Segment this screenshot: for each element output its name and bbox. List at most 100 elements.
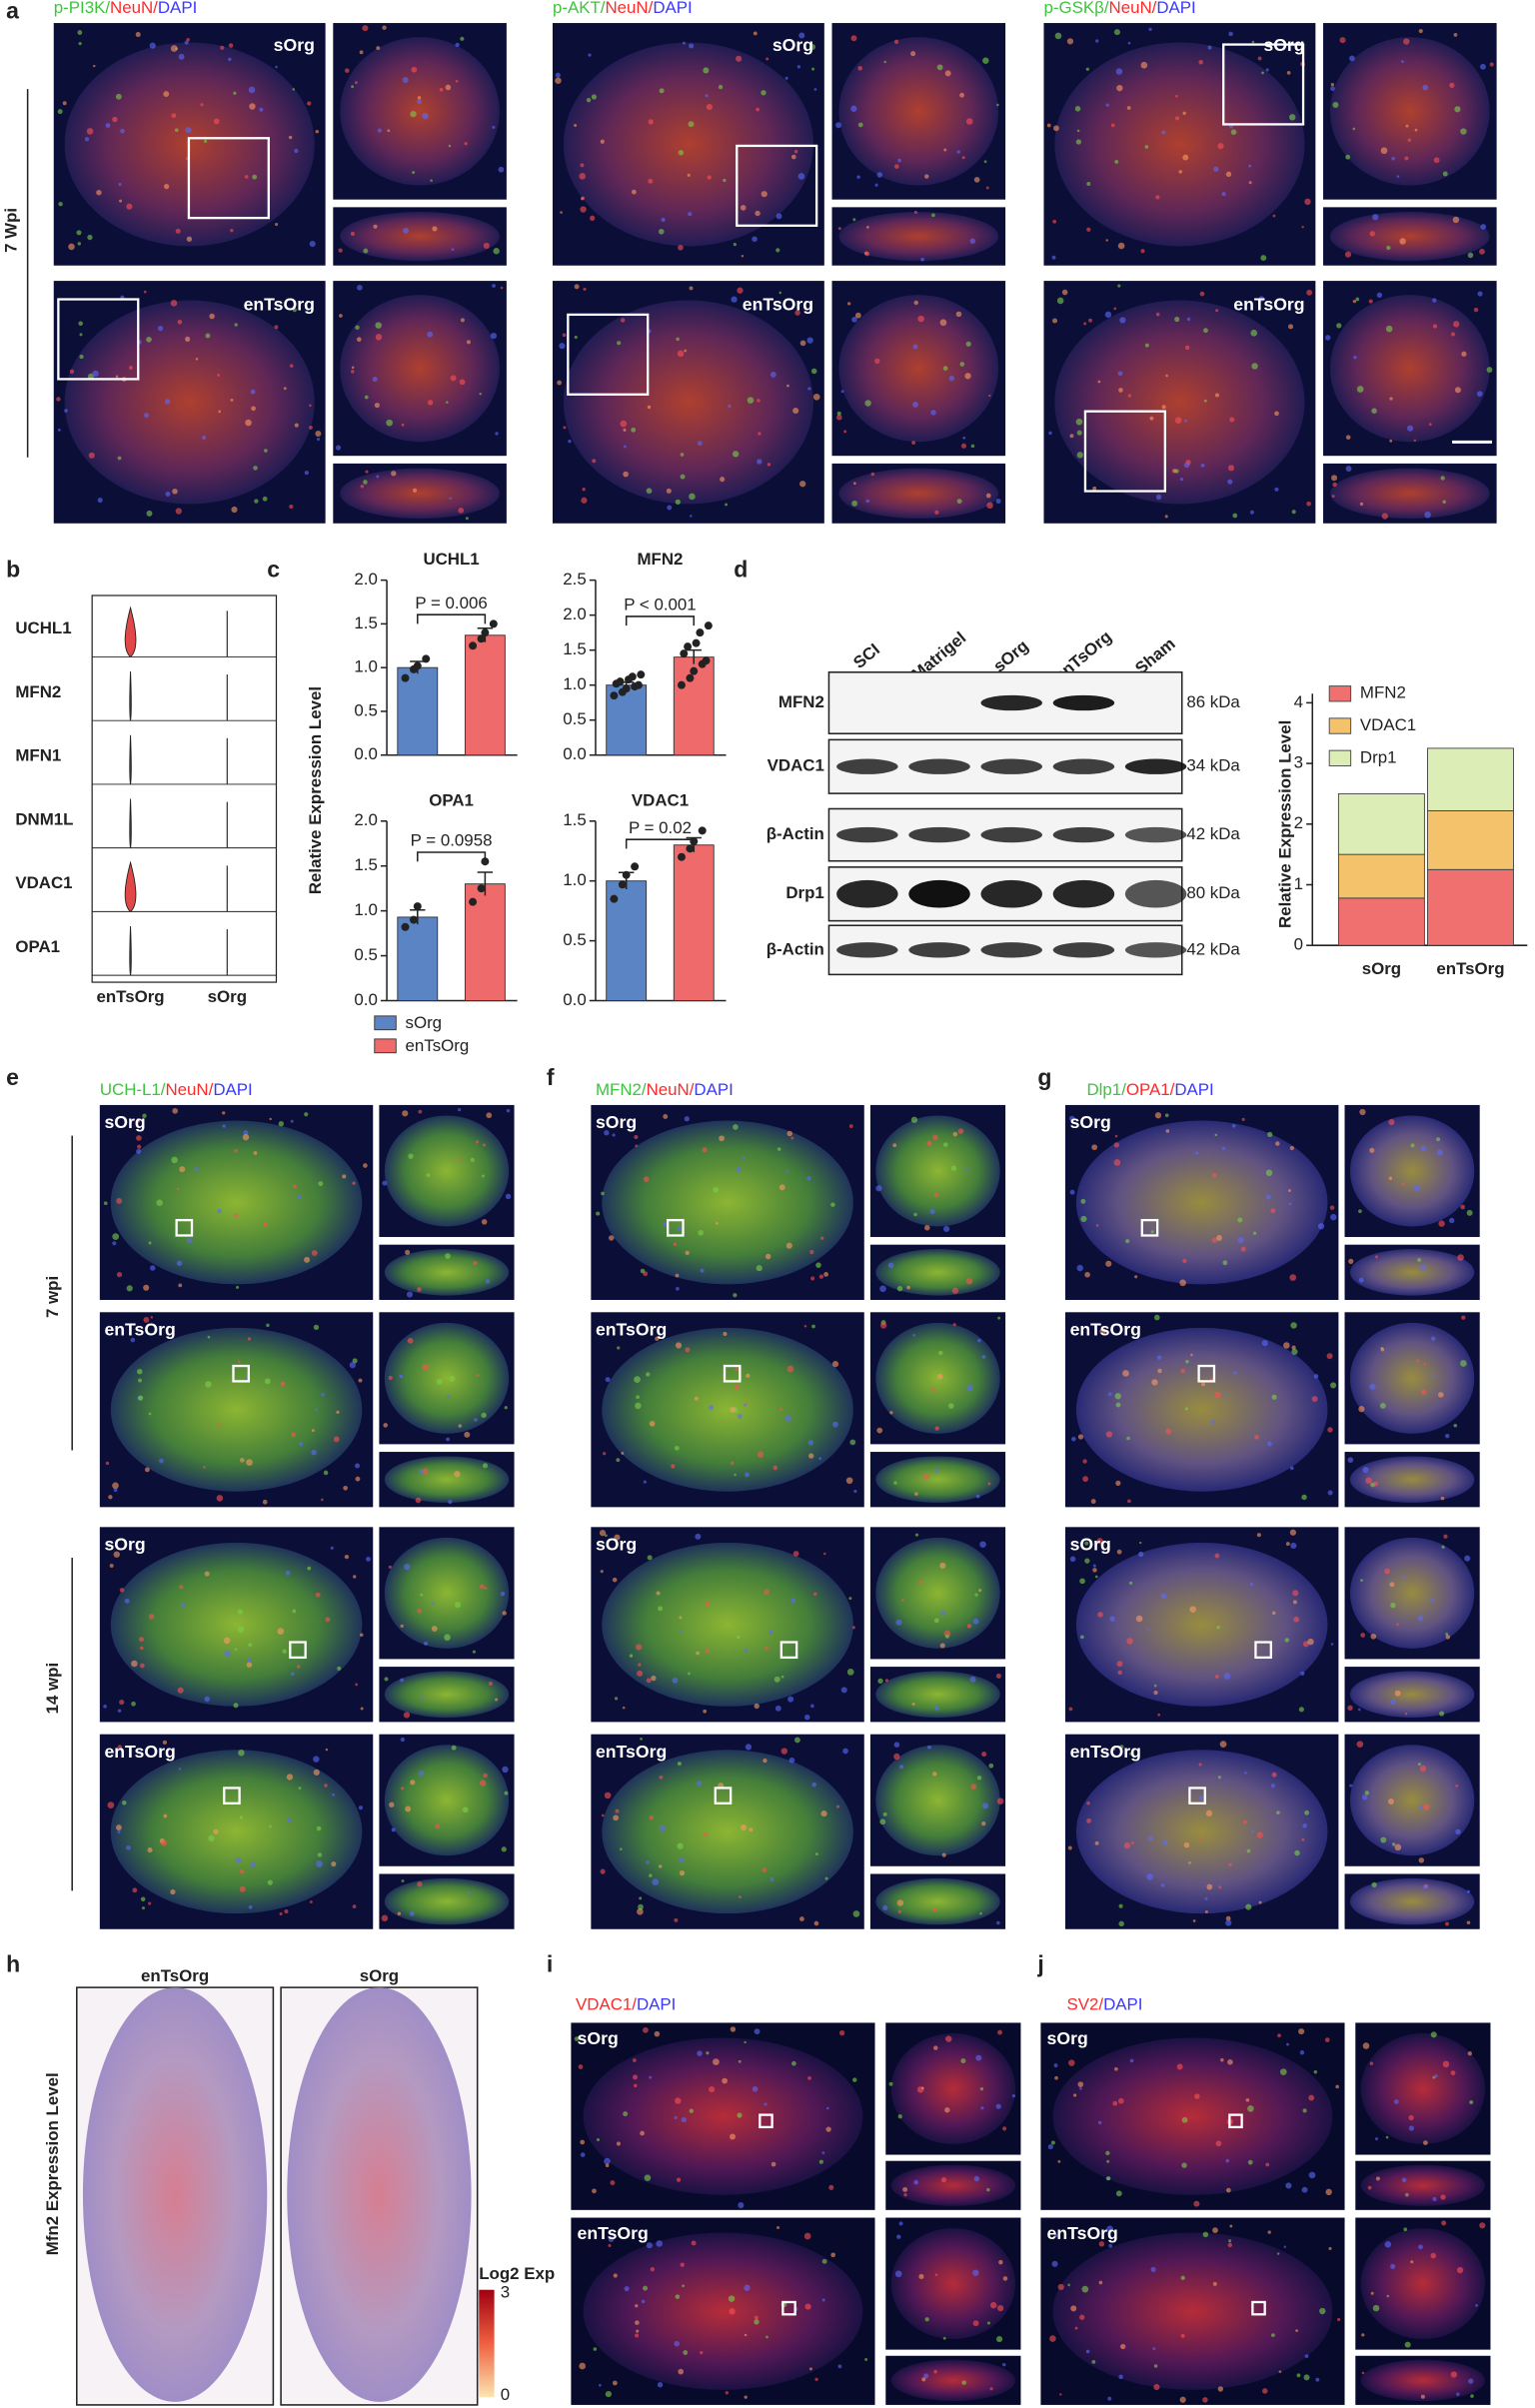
cell: [616, 2141, 622, 2146]
cell: [754, 2315, 759, 2320]
cell: [931, 213, 935, 218]
cell: [1276, 1810, 1280, 1815]
cell: [446, 1437, 451, 1442]
cell: [1150, 1230, 1154, 1234]
stain-title: p-PI3K/NeuN/DAPI: [54, 0, 198, 18]
cell: [105, 1461, 110, 1466]
cell: [1002, 2276, 1008, 2281]
cell: [374, 402, 380, 409]
cell: [159, 1458, 164, 1464]
cell: [427, 400, 434, 406]
cell: [120, 128, 125, 134]
violin: [129, 734, 132, 784]
cell: [921, 2377, 926, 2382]
cell: [785, 1170, 789, 1173]
data-point: [401, 922, 410, 931]
cell: [1094, 1840, 1099, 1845]
cell: [1355, 297, 1360, 302]
cell: [757, 399, 761, 403]
cell: [673, 1242, 678, 1246]
cell: [1251, 40, 1255, 44]
cell: [362, 25, 369, 32]
cell: [239, 1885, 246, 1892]
cell: [761, 191, 768, 198]
cell: [837, 227, 841, 231]
cell: [459, 379, 466, 386]
cell: [776, 1147, 781, 1151]
cell: [355, 325, 360, 331]
cell: [574, 335, 578, 340]
cell: [879, 1285, 886, 1293]
cell: [736, 55, 743, 62]
cell: [793, 149, 798, 154]
cell: [1215, 2140, 1222, 2147]
cell: [581, 497, 588, 504]
cell: [965, 1167, 969, 1172]
cell: [1002, 2126, 1007, 2131]
cell: [287, 1817, 292, 1822]
y-tick-label: 0.5: [563, 930, 586, 949]
violin: [129, 670, 132, 721]
cell: [1127, 41, 1131, 45]
tissue: [110, 1120, 363, 1285]
cell: [1442, 171, 1448, 177]
cell: [678, 2368, 685, 2375]
cell: [952, 1323, 956, 1327]
cell: [796, 65, 801, 69]
cell: [612, 1577, 618, 1583]
legend-label: MFN2: [1360, 683, 1406, 702]
cell: [772, 1465, 778, 1471]
cell: [1389, 397, 1393, 401]
cell: [811, 67, 815, 71]
cell: [234, 323, 238, 327]
cell: [1404, 156, 1409, 161]
cell: [218, 1423, 221, 1427]
cell: [1115, 1402, 1121, 1408]
cell: [240, 1458, 245, 1463]
cell: [812, 393, 820, 401]
tissue: [110, 1327, 363, 1492]
cell: [1304, 2354, 1309, 2358]
cell: [410, 110, 417, 118]
cell: [1054, 32, 1062, 40]
cell: [972, 2269, 979, 2276]
cell: [313, 1324, 320, 1331]
cell: [614, 1534, 621, 1541]
cell: [1245, 1903, 1252, 1910]
cell: [1216, 1234, 1222, 1241]
cell: [354, 81, 358, 85]
cell: [234, 1149, 239, 1153]
cell: [647, 1555, 653, 1561]
violin: [129, 798, 132, 848]
image-label: sOrg: [596, 1534, 637, 1554]
cell: [388, 1565, 392, 1569]
cell: [292, 1609, 297, 1614]
cell: [400, 1624, 404, 1629]
cell: [138, 1378, 143, 1383]
cell: [1114, 1134, 1118, 1138]
cell: [911, 1703, 915, 1707]
cell: [176, 1260, 183, 1267]
cell: [1283, 2245, 1287, 2248]
cell: [790, 154, 796, 160]
cell: [559, 343, 566, 350]
cell: [811, 1782, 816, 1788]
cell: [278, 1121, 284, 1127]
cell: [1422, 84, 1429, 91]
cell: [1391, 156, 1395, 161]
cell: [740, 205, 747, 211]
cell: [403, 227, 409, 234]
cell: [403, 1712, 411, 1719]
cell: [560, 211, 563, 214]
y-tick-label: 1.0: [354, 657, 377, 676]
cell: [455, 79, 459, 83]
cell: [1365, 1477, 1372, 1484]
cell: [321, 1392, 325, 1397]
cell: [898, 2221, 903, 2226]
cell: [599, 1530, 607, 1537]
cell: [259, 107, 264, 112]
cell: [244, 175, 249, 179]
cell: [297, 1194, 303, 1200]
cell: [753, 31, 758, 36]
cell: [932, 1772, 937, 1777]
